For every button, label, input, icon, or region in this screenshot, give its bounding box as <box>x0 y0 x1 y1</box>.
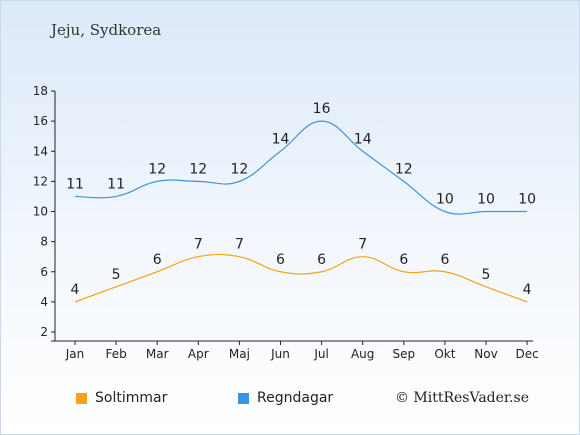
chart-title: Jeju, Sydkorea <box>51 21 162 39</box>
x-tick-label: Jun <box>270 347 290 361</box>
x-tick-label: Sep <box>392 347 415 361</box>
data-label-soltimmar: 6 <box>276 252 285 268</box>
data-label-soltimmar: 6 <box>153 252 162 268</box>
x-tick-label: Maj <box>229 347 250 361</box>
legend-label: Regndagar <box>257 390 334 406</box>
data-label-regndagar: 14 <box>272 131 290 147</box>
data-label-soltimmar: 4 <box>523 282 532 298</box>
series-lines <box>74 120 528 303</box>
data-label-regndagar: 10 <box>518 192 536 208</box>
data-label-regndagar: 14 <box>354 131 372 147</box>
data-label-regndagar: 11 <box>107 176 125 192</box>
y-tick-label: 6 <box>40 265 48 279</box>
data-label-regndagar: 11 <box>66 176 84 192</box>
series-line-regndagar <box>74 120 528 215</box>
data-label-regndagar: 12 <box>148 161 166 177</box>
x-tick-label: Mar <box>146 347 169 361</box>
data-labels: 4 5 6 7 7 6 6 7 6 6 5 4 11 11 12 12 12 14 16 14 12 10 10 10 <box>66 101 536 298</box>
data-label-soltimmar: 7 <box>235 237 244 253</box>
data-label-regndagar: 12 <box>230 161 248 177</box>
axes: 2 4 6 8 10 12 14 16 18 Jan Feb Mar Apr Maj Jun Jul Aug Se… <box>33 84 539 361</box>
data-label-regndagar: 10 <box>436 192 454 208</box>
y-tick-label: 14 <box>33 144 48 158</box>
y-tick-label: 4 <box>40 295 48 309</box>
series-line-soltimmar <box>74 253 528 303</box>
x-tick-label: Jul <box>313 347 328 361</box>
data-label-regndagar: 12 <box>395 161 413 177</box>
data-label-soltimmar: 7 <box>358 237 367 253</box>
y-tick-label: 10 <box>33 205 48 219</box>
legend-swatch <box>238 392 249 404</box>
legend-swatch <box>76 392 87 404</box>
data-label-soltimmar: 6 <box>317 252 326 268</box>
legend-item-regndagar: Regndagar <box>238 390 333 406</box>
y-tick-label: 18 <box>33 84 48 98</box>
y-tick-label: 16 <box>33 114 48 128</box>
x-tick-label: Aug <box>351 347 374 361</box>
data-label-soltimmar: 5 <box>482 267 491 283</box>
x-tick-label: Dec <box>515 347 538 361</box>
data-label-soltimmar: 4 <box>71 282 80 298</box>
legend-item-soltimmar: Soltimmar <box>76 390 167 406</box>
data-label-soltimmar: 6 <box>440 252 449 268</box>
data-label-soltimmar: 5 <box>112 267 121 283</box>
data-label-regndagar: 16 <box>313 101 331 117</box>
copyright-text: © MittResVader.se <box>394 390 529 406</box>
data-label-regndagar: 10 <box>477 192 495 208</box>
x-tick-label: Apr <box>188 347 209 361</box>
y-tick-label: 12 <box>33 174 48 188</box>
x-tick-label: Jan <box>65 347 85 361</box>
y-tick-label: 2 <box>40 325 48 339</box>
legend-label: Soltimmar <box>95 390 168 406</box>
data-label-soltimmar: 7 <box>194 237 203 253</box>
y-tick-label: 8 <box>40 235 48 249</box>
x-tick-label: Feb <box>105 347 126 361</box>
x-tick-label: Nov <box>474 347 497 361</box>
x-tick-label: Okt <box>434 347 455 361</box>
data-label-soltimmar: 6 <box>399 252 408 268</box>
data-label-regndagar: 12 <box>189 161 207 177</box>
